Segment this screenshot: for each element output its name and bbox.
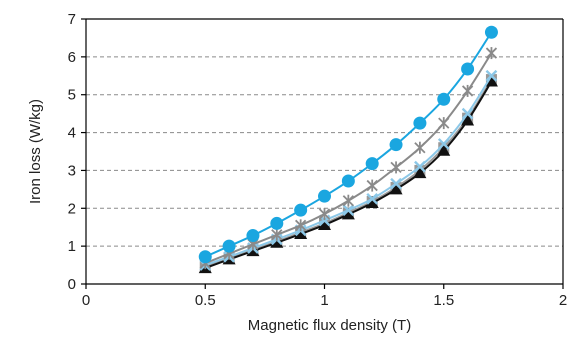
data-point: [365, 196, 379, 208]
y-tick-label: 1: [68, 238, 76, 255]
data-point: [414, 160, 426, 173]
data-point: [365, 157, 379, 171]
data-point: [390, 161, 402, 174]
data-point: [389, 182, 403, 195]
data-point: [413, 116, 427, 130]
y-tick-label: 2: [68, 200, 76, 217]
x-tick-label: 1.5: [433, 292, 454, 309]
series-square: [199, 74, 497, 273]
data-point: [294, 227, 308, 240]
data-point: [437, 144, 451, 156]
data-point: [318, 207, 331, 220]
data-point: [295, 219, 307, 232]
y-tick-label: 7: [68, 11, 76, 28]
data-point: [294, 203, 308, 217]
x-tick-label: 1: [320, 292, 328, 309]
data-point: [246, 244, 260, 257]
data-point: [341, 174, 355, 188]
data-point: [461, 113, 475, 126]
data-point: [342, 194, 354, 207]
data-point: [318, 218, 331, 230]
y-tick-label: 5: [68, 87, 76, 104]
data-point: [270, 236, 284, 248]
data-point: [437, 92, 451, 106]
y-tick-label: 4: [68, 125, 76, 142]
y-axis-title: Iron loss (W/kg): [27, 99, 44, 204]
data-point: [390, 177, 402, 190]
data-point: [366, 179, 378, 192]
data-point: [198, 250, 212, 264]
data-point: [271, 228, 283, 241]
y-tick-label: 0: [68, 276, 76, 293]
data-point: [461, 84, 474, 97]
x-axis-title: Magnetic flux density (T): [248, 317, 411, 334]
data-point: [461, 107, 474, 120]
data-point: [437, 138, 450, 150]
series-star: [199, 47, 498, 270]
data-series: [198, 25, 498, 274]
data-point: [222, 239, 236, 253]
data-point: [270, 216, 284, 230]
series-circle: [198, 25, 498, 264]
y-tick-label: 6: [68, 49, 76, 66]
data-point: [366, 192, 379, 205]
data-point: [485, 69, 498, 82]
data-point: [389, 138, 403, 152]
series-triangle: [198, 74, 498, 274]
data-point: [246, 229, 260, 243]
data-point: [484, 25, 498, 39]
data-point: [461, 62, 475, 76]
y-tick-label: 3: [68, 162, 76, 179]
x-tick-label: 0: [82, 292, 90, 309]
x-tick-label: 0.5: [195, 292, 216, 309]
data-point: [413, 166, 427, 179]
data-point: [318, 189, 331, 203]
data-point: [341, 207, 355, 220]
axis-ticks: 0 1 2 3 4 5 6 7 0 0.5 1 1.5 2: [68, 11, 568, 309]
data-point: [438, 117, 450, 130]
data-point: [342, 204, 355, 217]
x-tick-label: 2: [559, 292, 567, 309]
data-point: [484, 74, 498, 87]
data-point: [414, 141, 426, 154]
data-point: [485, 47, 498, 60]
